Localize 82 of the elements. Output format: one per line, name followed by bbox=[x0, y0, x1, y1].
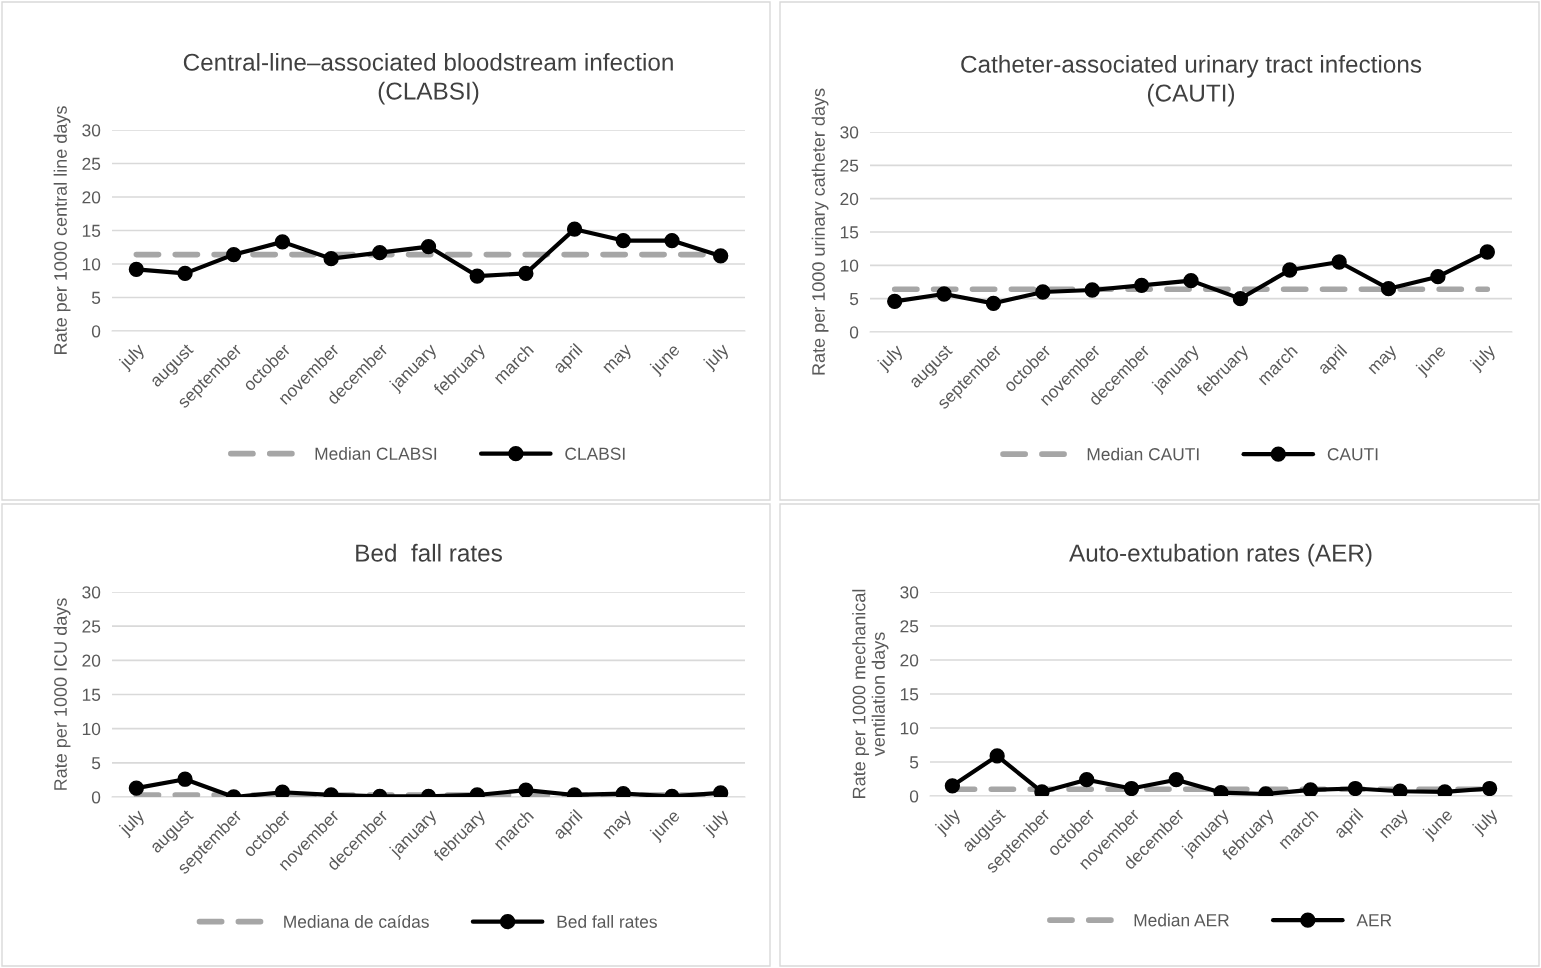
x-tick-label: may bbox=[603, 344, 635, 376]
point bbox=[566, 221, 583, 237]
point bbox=[518, 265, 534, 282]
point bbox=[372, 244, 388, 261]
legend-label: CAUTI bbox=[1327, 448, 1378, 461]
point bbox=[1232, 291, 1249, 307]
y-tick-label: 30 bbox=[840, 126, 859, 139]
y-axis-title: Rate per 1000 central line days bbox=[53, 106, 71, 354]
x-tick-label: july bbox=[701, 342, 733, 373]
y-tick-label: 0 bbox=[849, 326, 859, 339]
chart-title: Central-line–associated bloodstream infection (CLABSI) bbox=[183, 53, 673, 105]
y-axis-title: Rate per 1000 mechanical ventilation days bbox=[852, 589, 889, 798]
point bbox=[128, 261, 144, 277]
x-tick-label: may bbox=[1368, 345, 1400, 377]
point bbox=[1331, 254, 1347, 270]
chart-title: Auto-extubation rates (AER) bbox=[1069, 543, 1372, 567]
point bbox=[1282, 262, 1298, 278]
y-tick-label: 25 bbox=[82, 620, 101, 633]
y-tick-label: 20 bbox=[82, 191, 101, 204]
point bbox=[1084, 282, 1100, 298]
legend-label: Bed fall rates bbox=[557, 915, 657, 928]
point bbox=[713, 248, 729, 264]
y-tick-label: 10 bbox=[840, 259, 859, 272]
y-tick-label: 30 bbox=[82, 586, 101, 599]
point bbox=[936, 286, 952, 302]
legend-label: Mediana de caídas bbox=[284, 914, 429, 928]
legend-label: CLABSI bbox=[565, 447, 625, 460]
y-tick-label: 5 bbox=[909, 756, 919, 769]
y-tick-label: 15 bbox=[900, 688, 919, 701]
y-tick-label: 30 bbox=[82, 124, 101, 137]
y-tick-label: 10 bbox=[900, 722, 919, 735]
point bbox=[615, 232, 631, 249]
point bbox=[1133, 277, 1150, 293]
x-tick-label: may bbox=[603, 810, 635, 842]
point bbox=[226, 246, 242, 263]
point bbox=[323, 251, 339, 267]
legend-label: Median CAUTI bbox=[1087, 447, 1199, 461]
y-tick-label: 20 bbox=[900, 654, 919, 667]
y-tick-label: 5 bbox=[91, 291, 101, 304]
y-tick-label: 25 bbox=[900, 620, 919, 633]
y-axis-title: Rate per 1000 ICU days bbox=[53, 598, 71, 790]
x-tick-label: july bbox=[1470, 807, 1502, 838]
y-tick-label: 10 bbox=[82, 258, 101, 271]
point bbox=[887, 293, 903, 309]
x-tick-label: july bbox=[701, 808, 733, 839]
x-tick-label: july bbox=[933, 807, 964, 838]
y-tick-label: 10 bbox=[82, 722, 101, 736]
y-tick-label: 25 bbox=[840, 159, 859, 172]
y-tick-label: 15 bbox=[840, 226, 859, 239]
point bbox=[469, 268, 485, 284]
point bbox=[664, 232, 680, 249]
point bbox=[1479, 244, 1495, 260]
y-tick-label: 5 bbox=[849, 293, 859, 306]
y-axis-title: Rate per 1000 urinary catheter days bbox=[811, 88, 829, 375]
y-tick-label: 30 bbox=[900, 586, 919, 599]
y-tick-label: 0 bbox=[909, 790, 919, 803]
point bbox=[1430, 269, 1446, 285]
point bbox=[985, 295, 1002, 311]
x-tick-label: july bbox=[117, 808, 148, 839]
legend-label: Median AER bbox=[1134, 913, 1229, 927]
point bbox=[1380, 281, 1397, 297]
chart-title: Catheter-associated urinary tract infections (CAUTI) bbox=[961, 55, 1422, 107]
point bbox=[177, 265, 193, 282]
y-tick-label: 5 bbox=[91, 757, 101, 770]
point bbox=[420, 238, 437, 255]
y-tick-label: 25 bbox=[82, 157, 101, 170]
y-tick-label: 15 bbox=[82, 224, 101, 237]
y-tick-label: 0 bbox=[91, 791, 101, 804]
legend-label: Median CLABSI bbox=[315, 447, 437, 460]
point bbox=[1183, 273, 1199, 289]
legend-label: AER bbox=[1356, 914, 1392, 927]
x-tick-label: july bbox=[875, 343, 907, 374]
y-tick-label: 15 bbox=[82, 688, 101, 701]
point bbox=[1035, 284, 1051, 300]
y-tick-label: 20 bbox=[82, 654, 101, 667]
chart-title: Bed fall rates bbox=[356, 543, 502, 562]
x-tick-label: may bbox=[1379, 809, 1412, 841]
y-tick-label: 0 bbox=[91, 325, 101, 338]
x-tick-label: july bbox=[1468, 343, 1499, 374]
x-tick-label: july bbox=[117, 342, 148, 373]
y-tick-label: 20 bbox=[840, 192, 859, 206]
point bbox=[274, 234, 291, 250]
